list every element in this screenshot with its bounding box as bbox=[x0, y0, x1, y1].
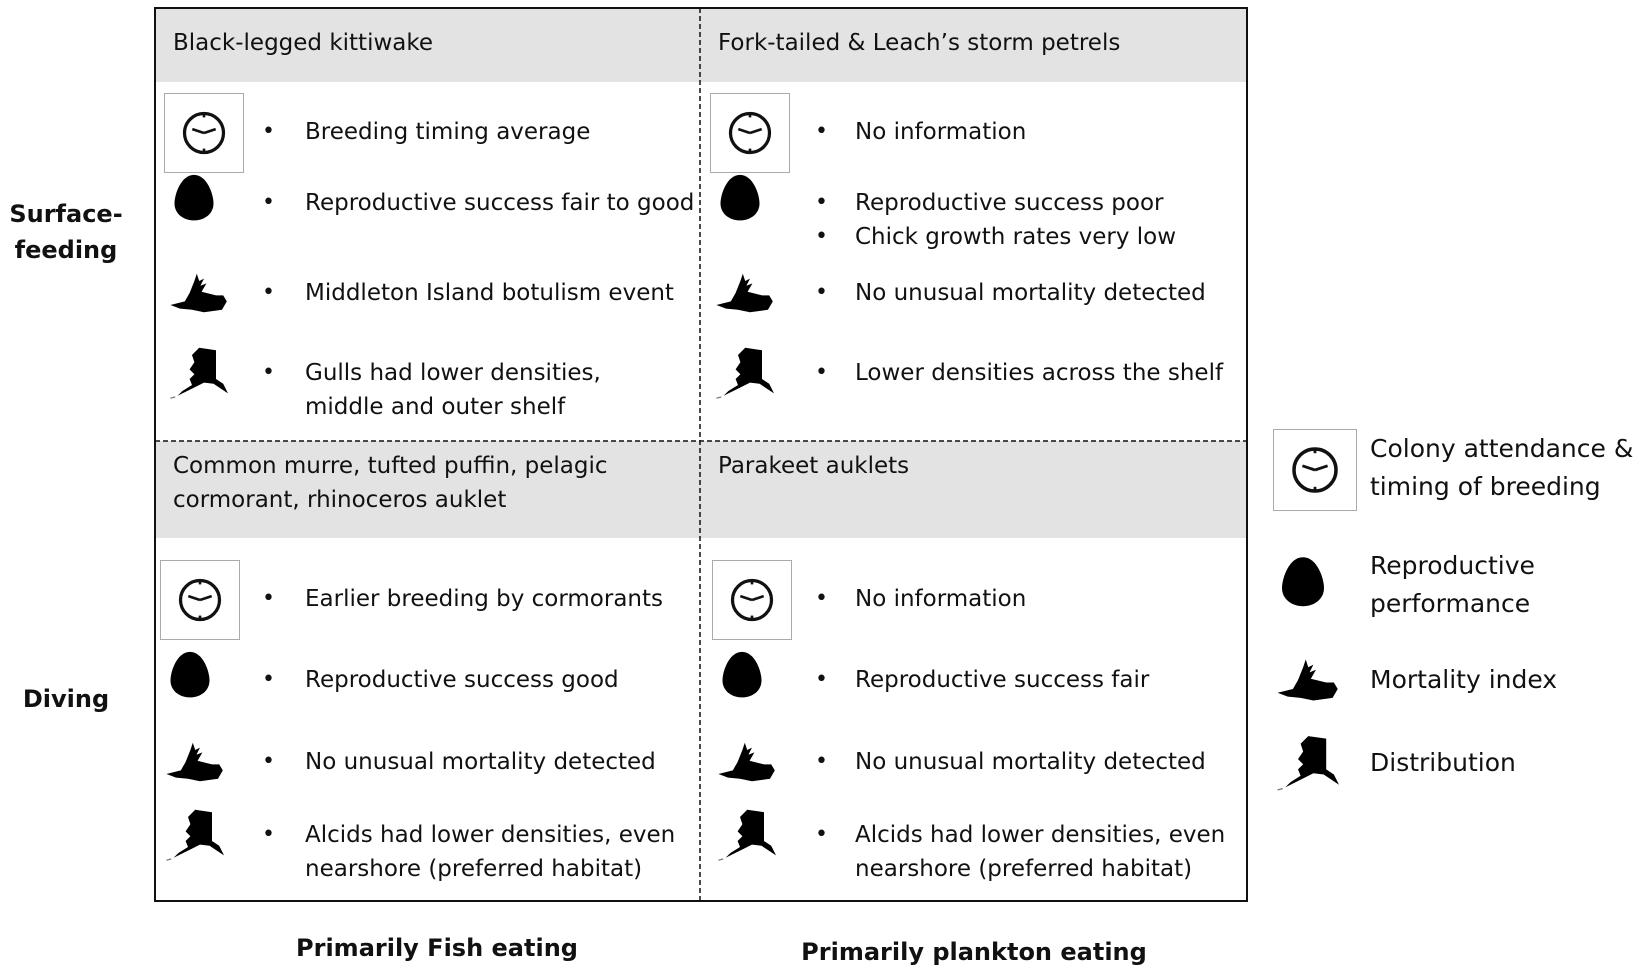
icon bbox=[164, 648, 216, 704]
bullet: • bbox=[815, 190, 828, 215]
item-text: Middleton Island botulism event bbox=[305, 280, 674, 306]
bullet: • bbox=[262, 280, 275, 305]
item-text: No unusual mortality detected bbox=[855, 280, 1206, 306]
icon bbox=[714, 263, 774, 327]
bullet: • bbox=[815, 667, 828, 692]
bullet: • bbox=[262, 119, 275, 144]
header-band bbox=[700, 8, 1247, 82]
bird-icon bbox=[716, 273, 773, 313]
icon bbox=[714, 171, 766, 227]
header-band bbox=[155, 8, 700, 82]
alaska-icon bbox=[1277, 736, 1339, 791]
item-text: Reproductive success fair to good bbox=[305, 190, 695, 216]
cell-title: Parakeet auklets bbox=[718, 453, 910, 479]
bird-icon bbox=[1277, 659, 1338, 701]
alaska-icon bbox=[718, 809, 776, 861]
legend-label: Distribution bbox=[1370, 748, 1516, 777]
table-border bbox=[154, 7, 1248, 902]
bullet: • bbox=[262, 360, 275, 385]
bullet: • bbox=[815, 360, 828, 385]
item-text: Breeding timing average bbox=[305, 119, 591, 145]
clock-icon bbox=[178, 578, 222, 622]
bullet: • bbox=[815, 586, 828, 611]
icon bbox=[164, 805, 224, 869]
egg-icon bbox=[170, 651, 210, 698]
item-text: Gulls had lower densities, middle and ou… bbox=[305, 360, 601, 420]
bird-icon bbox=[166, 742, 223, 782]
item-text: Reproductive success poor bbox=[855, 190, 1164, 216]
legend-icon bbox=[1275, 731, 1339, 799]
clock-box bbox=[710, 93, 790, 173]
column-label: Primarily plankton eating bbox=[801, 938, 1147, 966]
item-text: Alcids had lower densities, even nearsho… bbox=[855, 822, 1226, 882]
alaska-icon bbox=[170, 347, 228, 399]
cell-title: Common murre, tufted puffin, pelagic cor… bbox=[173, 453, 608, 513]
clock-box bbox=[164, 93, 244, 173]
column-label: Primarily Fish eating bbox=[296, 934, 578, 962]
clock-icon bbox=[1292, 447, 1338, 493]
bullet: • bbox=[815, 822, 828, 847]
bullet: • bbox=[262, 667, 275, 692]
item-text: Reproductive success fair bbox=[855, 667, 1150, 693]
icon bbox=[168, 263, 228, 327]
bird-icon bbox=[718, 742, 775, 782]
bullet: • bbox=[815, 749, 828, 774]
icon bbox=[716, 732, 776, 796]
row-label: Surface- feeding bbox=[9, 200, 123, 264]
clock-box bbox=[160, 560, 240, 640]
legend-label: Colony attendance & timing of breeding bbox=[1370, 434, 1634, 501]
icon bbox=[164, 732, 224, 796]
egg-icon bbox=[1282, 557, 1324, 607]
egg-icon bbox=[720, 174, 760, 221]
item-text: Alcids had lower densities, even nearsho… bbox=[305, 822, 676, 882]
cell-title: Black-legged kittiwake bbox=[173, 30, 434, 56]
egg-icon bbox=[722, 651, 762, 698]
bird-icon bbox=[170, 273, 227, 313]
item-text: No information bbox=[855, 119, 1027, 145]
alaska-icon bbox=[716, 347, 774, 399]
clock-icon bbox=[730, 578, 774, 622]
icon bbox=[716, 805, 776, 869]
bullet: • bbox=[262, 586, 275, 611]
icon bbox=[716, 648, 768, 704]
clock-box bbox=[1273, 429, 1357, 511]
cell-title: Fork-tailed & Leach’s storm petrels bbox=[718, 30, 1121, 56]
clock-icon bbox=[182, 111, 226, 155]
item-text: No unusual mortality detected bbox=[855, 749, 1206, 775]
legend-icon bbox=[1275, 648, 1339, 716]
icon bbox=[168, 171, 220, 227]
item-text: No unusual mortality detected bbox=[305, 749, 656, 775]
icon bbox=[714, 343, 774, 407]
clock-icon bbox=[728, 111, 772, 155]
header-band bbox=[155, 441, 1247, 538]
row-label: Diving bbox=[22, 685, 110, 713]
egg-icon bbox=[174, 174, 214, 221]
bullet: • bbox=[262, 749, 275, 774]
bullet: • bbox=[815, 119, 828, 144]
item-text: No information bbox=[855, 586, 1027, 612]
bullet: • bbox=[815, 280, 828, 305]
item-text: Lower densities across the shelf bbox=[855, 360, 1224, 386]
bullet: • bbox=[262, 822, 275, 847]
item-text: Reproductive success good bbox=[305, 667, 619, 693]
legend-icon bbox=[1275, 553, 1331, 613]
alaska-icon bbox=[166, 809, 224, 861]
item-text: Chick growth rates very low bbox=[855, 224, 1177, 250]
bullet: • bbox=[815, 224, 828, 249]
icon bbox=[168, 343, 228, 407]
item-text: Earlier breeding by cormorants bbox=[305, 586, 664, 612]
bullet: • bbox=[262, 190, 275, 215]
legend-label: Reproductive performance bbox=[1370, 551, 1535, 618]
legend-label: Mortality index bbox=[1370, 665, 1558, 694]
clock-box bbox=[712, 560, 792, 640]
